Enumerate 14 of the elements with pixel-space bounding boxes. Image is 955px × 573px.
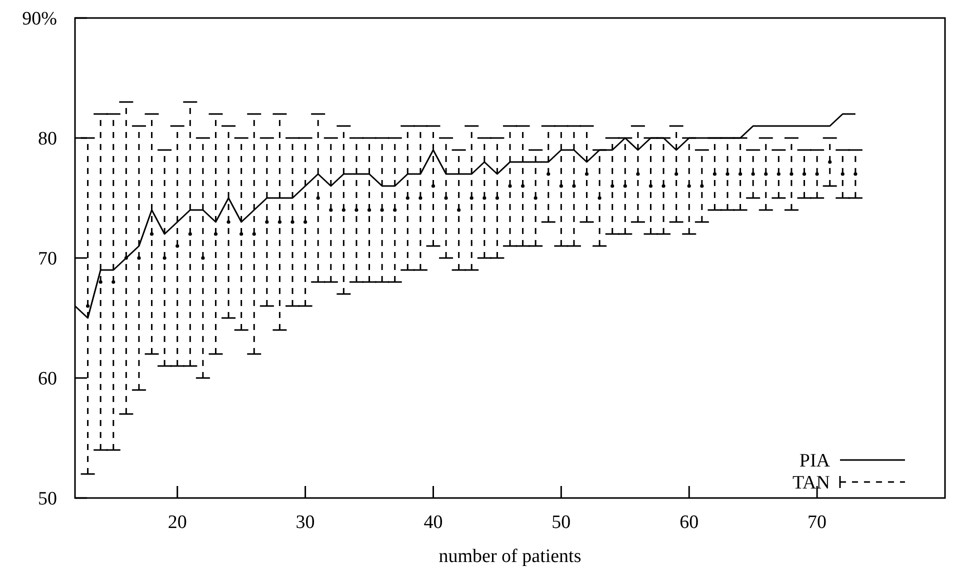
x-tick-label: 30 xyxy=(296,512,315,533)
y-tick-label: 60 xyxy=(38,368,57,390)
y-tick-label: 90% xyxy=(22,8,58,30)
x-axis-title: number of patients xyxy=(438,546,582,567)
x-tick-label: 50 xyxy=(552,512,571,533)
x-tick-label: 40 xyxy=(424,512,443,533)
x-tick-label: 60 xyxy=(680,512,699,533)
x-tick-label: 70 xyxy=(808,512,827,533)
y-tick-label: 80 xyxy=(38,128,57,150)
legend-label: TAN xyxy=(792,472,830,494)
y-tick-label: 50 xyxy=(38,488,57,510)
legend-label: PIA xyxy=(799,450,830,472)
y-tick-label: 70 xyxy=(38,248,57,270)
x-tick-label: 20 xyxy=(168,512,187,533)
